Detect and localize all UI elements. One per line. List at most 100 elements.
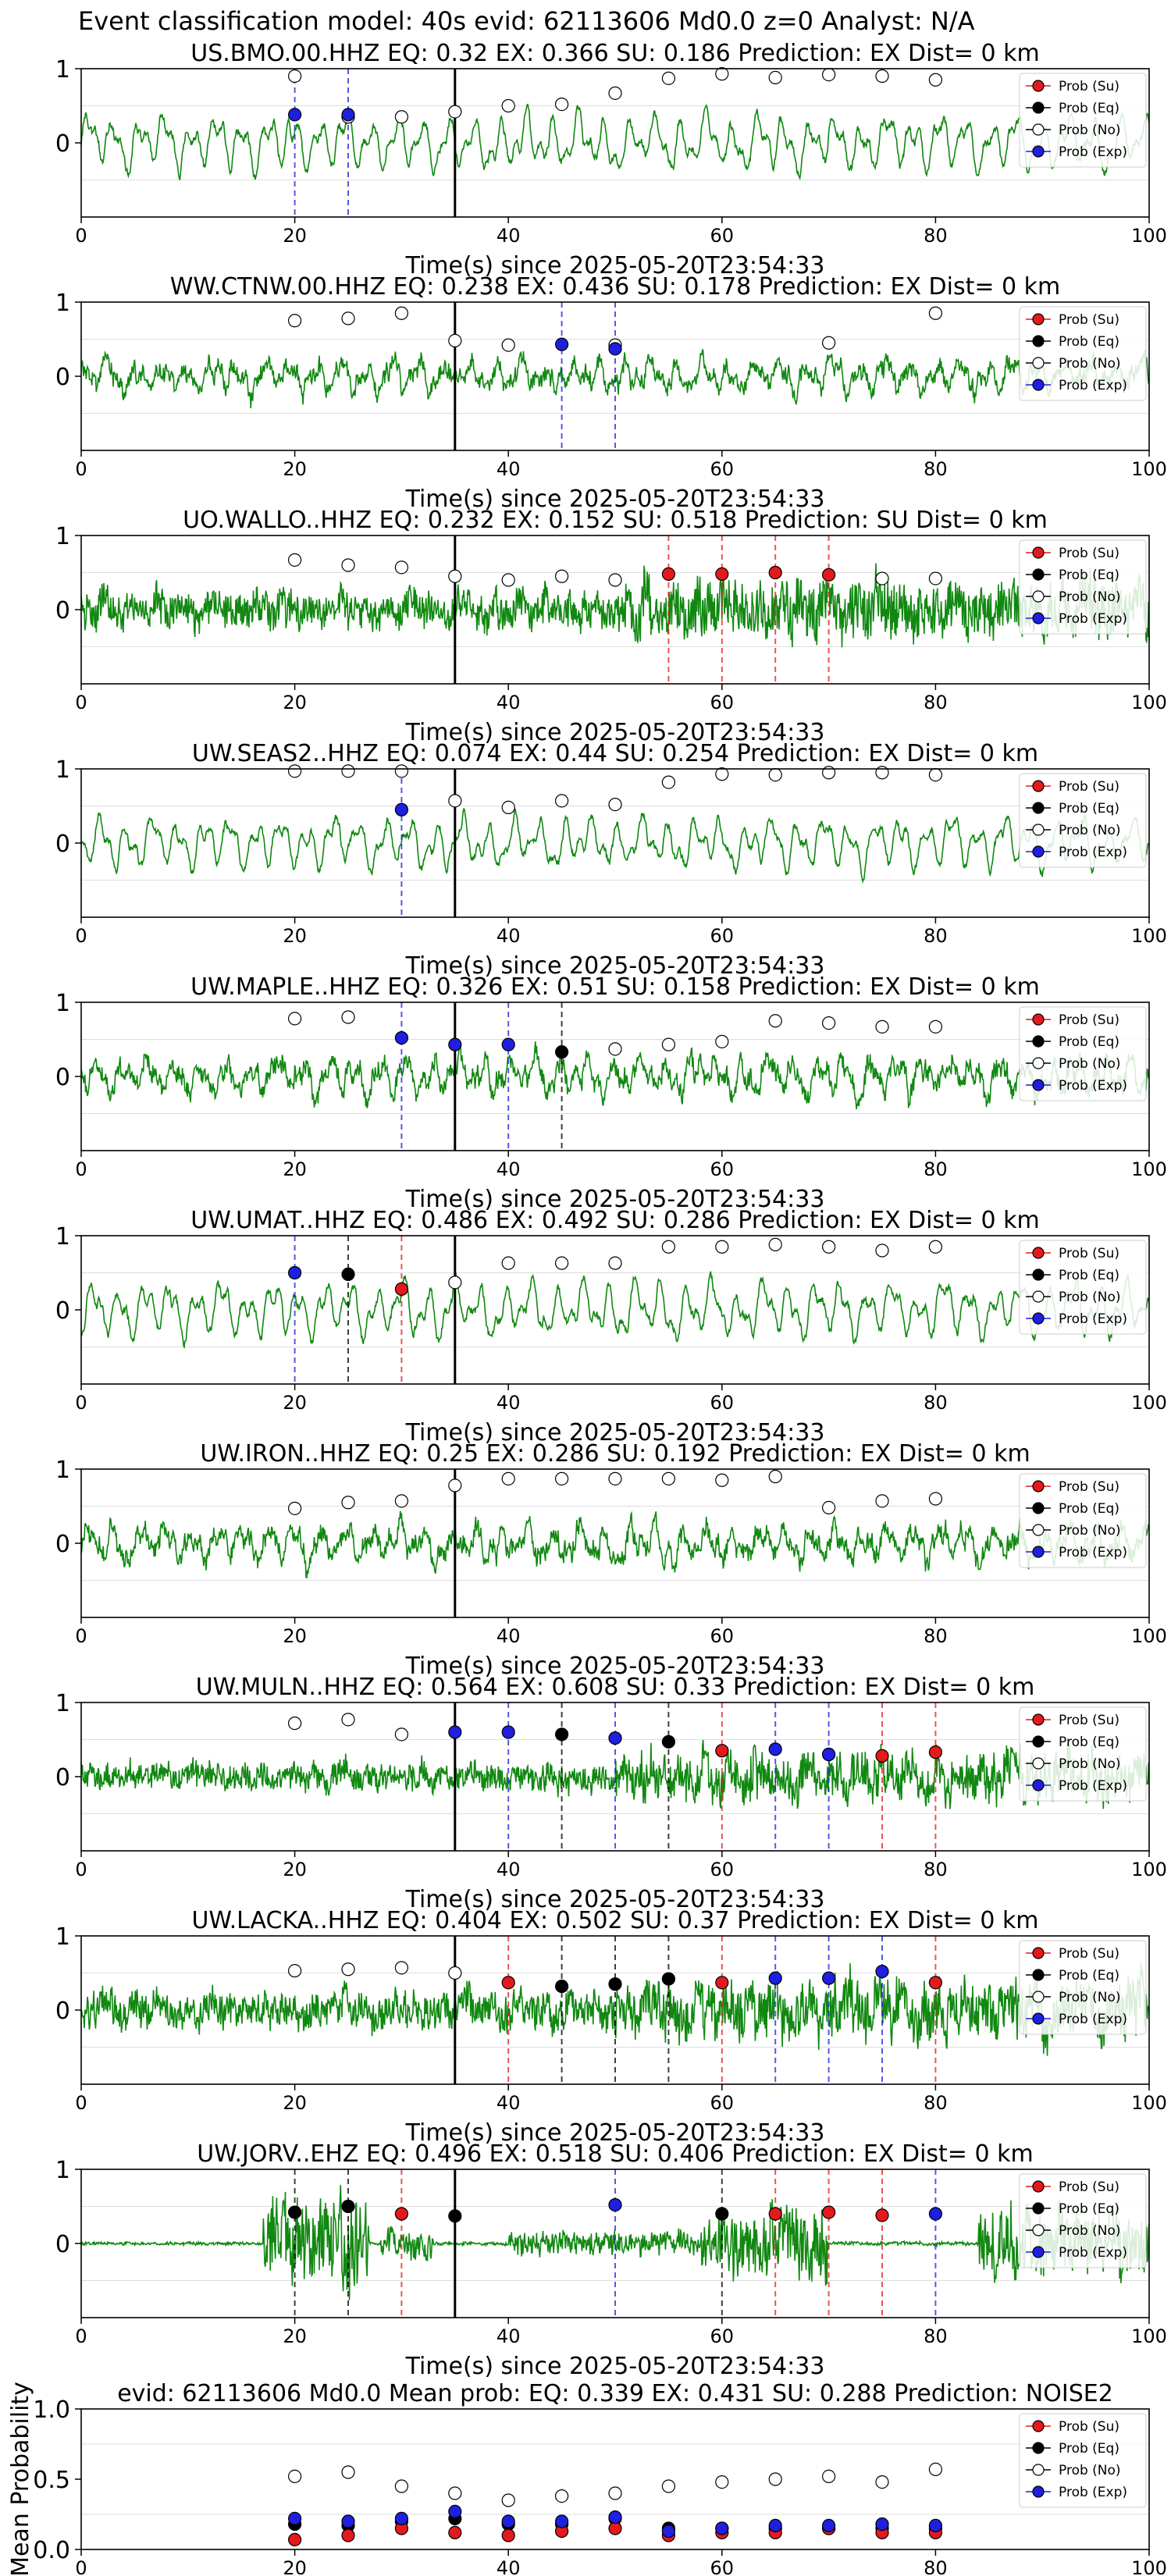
legend-marker: [1032, 824, 1045, 836]
prob-exp-point: [715, 2521, 729, 2535]
prob-no-point: [608, 1256, 622, 1270]
prob-exp-point: [821, 1971, 836, 1985]
y-tick-label: 0: [55, 130, 70, 158]
y-tick-label: 1: [55, 1923, 70, 1951]
prob-no-point: [501, 98, 515, 113]
x-tick-label: 60: [710, 1158, 735, 1180]
prob-exp-point: [554, 337, 569, 351]
legend-label: Prob (No): [1059, 2463, 1121, 2478]
prob-no-point: [715, 767, 729, 781]
panel-6: 0 20 40 60 80 100 1 0 UW.UMAT..HHZ EQ: 0.486 EX:…: [55, 1207, 1167, 1446]
x-tick-label: 80: [924, 1158, 948, 1180]
prob-exp-point: [448, 1037, 462, 1051]
legend-marker: [1032, 335, 1045, 347]
x-tick-label: 0: [75, 1625, 87, 1647]
prob-exp-point: [501, 2514, 515, 2528]
legend-label: Prob (Su): [1059, 1479, 1119, 1495]
prob-no-point: [394, 1727, 409, 1742]
legend-label: Prob (Su): [1059, 2179, 1119, 2195]
x-tick-label: 100: [1131, 225, 1167, 247]
x-tick-label: 100: [1131, 1625, 1167, 1647]
x-tick-label: 0: [75, 2557, 87, 2576]
legend-label: Prob (Su): [1059, 779, 1119, 795]
x-tick-label: 60: [710, 1625, 735, 1647]
x-tick-label: 20: [283, 1392, 307, 1414]
legend-marker: [1032, 1057, 1045, 1069]
prob-exp-point: [608, 1731, 622, 1745]
prob-no-point: [448, 333, 462, 347]
prob-su-point: [608, 2521, 622, 2535]
x-tick-label: 0: [75, 2092, 87, 2114]
legend-marker: [1032, 80, 1045, 92]
x-tick-label: 0: [75, 1392, 87, 1414]
legend: Prob (Su) Prob (Eq) Prob (No) Prob (Exp): [1019, 1006, 1147, 1101]
legend-marker: [1032, 2180, 1045, 2193]
legend: Prob (Su) Prob (Eq) Prob (No) Prob (Exp): [1019, 306, 1147, 401]
prob-su-point: [394, 1282, 409, 1297]
prob-no-point: [715, 1034, 729, 1048]
x-tick-label: 100: [1131, 2325, 1167, 2347]
legend-marker: [1032, 1713, 1045, 1726]
legend-label: Prob (Eq): [1059, 801, 1119, 817]
prob-no-point: [715, 1473, 729, 1487]
prob-no-point: [288, 69, 302, 84]
legend-label: Prob (Su): [1059, 1946, 1119, 1962]
prob-no-point: [554, 2489, 569, 2503]
legend-marker: [1032, 1502, 1045, 1514]
x-tick-label: 0: [75, 225, 87, 247]
prob-no-point: [394, 306, 409, 320]
legend-box: [1019, 1940, 1147, 2035]
y-tick-label: 0: [55, 831, 70, 858]
legend-marker: [1032, 1079, 1045, 1091]
y-tick-label: 1: [55, 1690, 70, 1717]
legend-label: Prob (Exp): [1059, 1545, 1127, 1560]
prob-no-point: [341, 1962, 355, 1976]
prob-eq-point: [554, 1727, 569, 1742]
panel-8: 0 20 40 60 80 100 1 0 UW.MULN..HHZ EQ: 0.564 EX:…: [55, 1674, 1167, 1913]
prob-exp-point: [394, 802, 409, 817]
panel-title: UW.SEAS2..HHZ EQ: 0.074 EX: 0.44 SU: 0.2…: [192, 740, 1038, 767]
prob-no-point: [288, 1717, 302, 1731]
panel-5: 0 20 40 60 80 100 1 0 UW.MAPLE..HHZ EQ: 0.326 EX…: [55, 973, 1167, 1213]
prob-exp-point: [768, 1971, 782, 1985]
panel-title: US.BMO.00.HHZ EQ: 0.32 EX: 0.366 SU: 0.1…: [190, 40, 1039, 67]
legend-marker: [1032, 1290, 1045, 1303]
x-tick-label: 20: [283, 225, 307, 247]
prob-no-point: [768, 1469, 782, 1484]
seismic-trace: [80, 1271, 1150, 1350]
legend-marker: [1032, 1035, 1045, 1048]
legend-marker: [1032, 2485, 1045, 2498]
y-tick-label: 0.0: [33, 2537, 70, 2564]
prob-no-point: [501, 1471, 515, 1485]
prob-no-point: [715, 1240, 729, 1254]
x-tick-label: 60: [710, 225, 735, 247]
prob-no-point: [448, 105, 462, 119]
legend: Prob (Su) Prob (Eq) Prob (No) Prob (Exp): [1019, 2413, 1147, 2508]
prob-no-point: [928, 571, 943, 585]
prob-no-point: [608, 86, 622, 100]
x-axis-label: Time(s) since 2025-05-20T23:54:33: [405, 1419, 825, 1446]
legend: Prob (Su) Prob (Eq) Prob (No) Prob (Exp): [1019, 1706, 1147, 1802]
prob-su-point: [288, 2532, 302, 2546]
prob-no-point: [875, 1244, 889, 1258]
legend-label: Prob (No): [1059, 2223, 1121, 2239]
x-tick-label: 20: [283, 692, 307, 713]
legend-marker: [1032, 2420, 1045, 2432]
prob-exp-point: [928, 2207, 943, 2221]
legend-box: [1019, 539, 1147, 635]
prob-no-point: [821, 336, 836, 350]
x-tick-label: 60: [710, 2557, 735, 2576]
legend-marker: [1032, 1757, 1045, 1770]
prob-exp-point: [821, 2518, 836, 2532]
x-tick-label: 20: [283, 2325, 307, 2347]
legend-box: [1019, 1473, 1147, 1568]
legend-label: Prob (Eq): [1059, 1268, 1119, 1283]
x-tick-label: 40: [497, 1625, 521, 1647]
y-tick-label: 1: [55, 1223, 70, 1251]
legend-marker: [1032, 123, 1045, 136]
legend-marker: [1032, 2202, 1045, 2215]
legend-label: Prob (Eq): [1059, 1968, 1119, 1984]
prob-eq-point: [554, 1980, 569, 1994]
prob-no-point: [554, 98, 569, 112]
x-tick-label: 40: [497, 2092, 521, 2114]
